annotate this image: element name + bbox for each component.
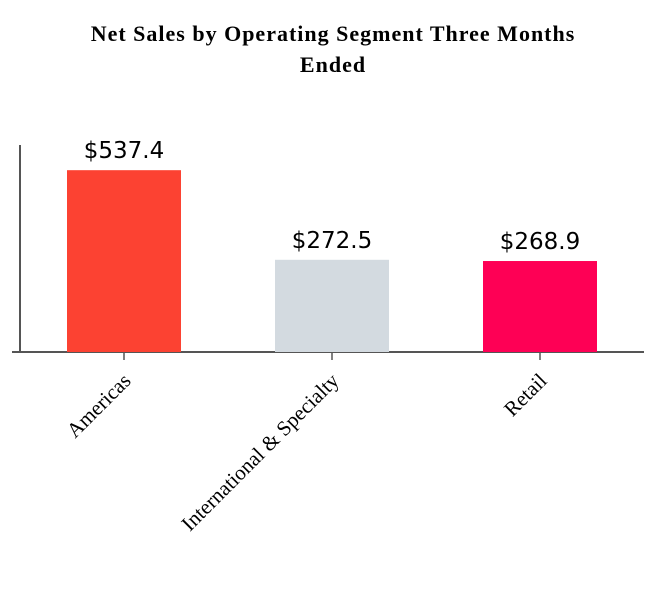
value-label: $268.9	[500, 229, 580, 255]
x-tick-label: International & Specialty	[176, 368, 343, 535]
bar	[275, 259, 389, 352]
value-label: $537.4	[84, 138, 164, 164]
bar	[67, 170, 181, 352]
x-tick-label: Retail	[499, 368, 552, 421]
x-tick-label: Americas	[62, 369, 136, 443]
chart-title: Net Sales by Operating Segment Three Mon…	[90, 21, 576, 77]
bar	[483, 261, 597, 352]
value-label: $272.5	[292, 228, 372, 254]
